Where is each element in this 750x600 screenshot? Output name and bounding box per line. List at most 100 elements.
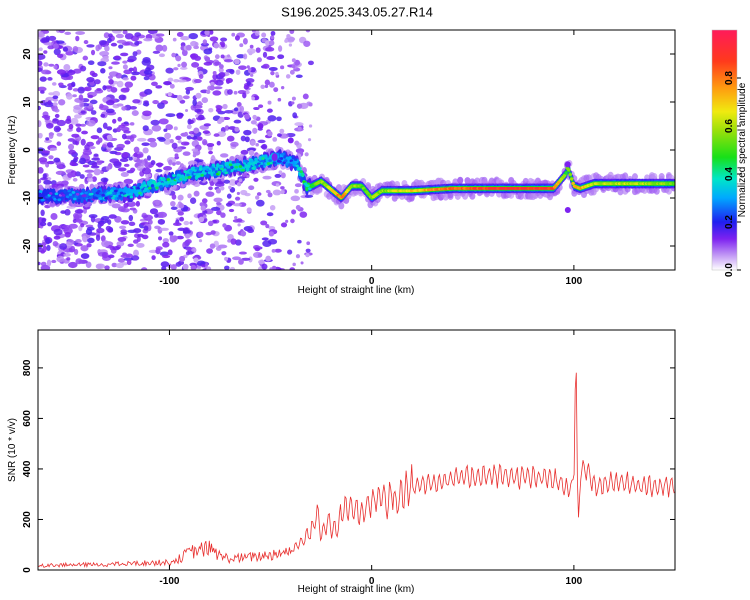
noise-blob: [143, 225, 149, 231]
noise-blob: [39, 221, 47, 227]
noise-blob: [204, 56, 211, 62]
noise-blob: [292, 262, 296, 267]
noise-blob: [303, 40, 311, 47]
noise-blob: [95, 140, 101, 145]
noise-blob: [289, 30, 295, 34]
noise-blob: [270, 35, 275, 40]
ridge-cell: [224, 171, 229, 175]
noise-blob: [241, 257, 251, 261]
noise-blob: [235, 69, 241, 75]
noise-blob: [294, 188, 299, 194]
noise-blob: [278, 170, 283, 175]
noise-blob: [126, 58, 135, 63]
noise-blob: [174, 153, 179, 158]
noise-blob: [268, 66, 278, 71]
ridge-halo: [651, 172, 658, 180]
noise-blob: [71, 133, 80, 138]
noise-blob: [115, 72, 123, 79]
noise-blob: [238, 178, 243, 183]
noise-blob: [67, 69, 76, 76]
snr-frame: [37, 329, 676, 571]
noise-blob: [265, 255, 272, 262]
noise-blob: [181, 49, 188, 57]
noise-blob: [180, 141, 190, 146]
noise-blob: [213, 42, 220, 49]
noise-blob: [185, 239, 192, 244]
x-tick-label: -100: [159, 576, 179, 587]
x-tick-label: 100: [566, 576, 583, 587]
noise-blob: [161, 44, 168, 52]
noise-blob: [73, 248, 79, 255]
noise-blob: [234, 196, 241, 201]
noise-blob: [75, 123, 82, 127]
noise-blob: [147, 137, 157, 143]
ridge-halo: [585, 174, 592, 182]
noise-blob: [188, 33, 199, 40]
noise-blob: [152, 50, 161, 54]
noise-blob: [219, 41, 225, 46]
noise-blob: [49, 147, 58, 151]
ridge-cell: [82, 194, 87, 198]
noise-blob: [79, 174, 85, 179]
noise-blob: [101, 144, 107, 148]
ridge-cell: [71, 191, 76, 194]
noise-blob: [208, 107, 214, 113]
noise-blob: [145, 67, 151, 72]
noise-blob: [41, 69, 51, 75]
noise-blob: [267, 100, 272, 105]
noise-blob: [62, 46, 69, 52]
noise-blob: [251, 96, 256, 101]
noise-blob: [80, 245, 89, 252]
noise-blob: [169, 83, 175, 89]
noise-blob: [260, 220, 268, 226]
noise-blob: [228, 208, 235, 213]
x-tick-label: -100: [159, 276, 179, 287]
noise-blob: [63, 64, 71, 71]
noise-blob: [228, 179, 237, 186]
noise-blob: [213, 133, 220, 137]
ridge-cell: [567, 168, 571, 172]
ridge-cell: [84, 191, 88, 195]
noise-blob: [102, 122, 108, 129]
noise-blob: [38, 167, 44, 174]
noise-blob: [39, 76, 47, 82]
noise-blob: [307, 138, 312, 142]
noise-blob: [118, 225, 127, 230]
noise-blob: [201, 138, 208, 146]
noise-blob: [180, 35, 190, 41]
noise-blob: [156, 33, 165, 37]
noise-blob: [261, 32, 267, 38]
noise-blob: [280, 186, 285, 190]
noise-blob: [89, 146, 96, 150]
noise-blob: [130, 134, 137, 139]
noise-blob: [154, 225, 161, 230]
noise-blob: [103, 32, 110, 39]
noise-blob: [90, 49, 96, 56]
ridge-cell: [128, 192, 132, 196]
ridge-cell: [184, 176, 189, 180]
noise-blob: [276, 116, 282, 122]
noise-blob: [103, 55, 109, 60]
noise-blob: [89, 99, 98, 105]
noise-blob: [86, 44, 95, 48]
colorbar-frame: [711, 29, 738, 271]
figure-title: S196.2025.343.05.27.R14: [281, 4, 433, 19]
noise-blob: [265, 46, 275, 52]
noise-blob: [121, 106, 127, 111]
noise-blob: [132, 51, 138, 57]
noise-blob: [192, 99, 197, 106]
noise-blob: [188, 119, 194, 124]
noise-blob: [190, 264, 197, 270]
noise-blob: [129, 122, 135, 126]
noise-blob: [116, 143, 125, 149]
noise-blob: [236, 101, 242, 107]
noise-blob: [224, 265, 230, 270]
noise-blob: [294, 122, 304, 127]
noise-blob: [194, 108, 202, 113]
noise-blob: [297, 239, 302, 244]
noise-blob: [47, 77, 53, 81]
noise-blob: [277, 54, 285, 60]
noise-blob: [107, 254, 115, 259]
noise-blob: [233, 107, 239, 112]
noise-blob: [84, 144, 91, 151]
